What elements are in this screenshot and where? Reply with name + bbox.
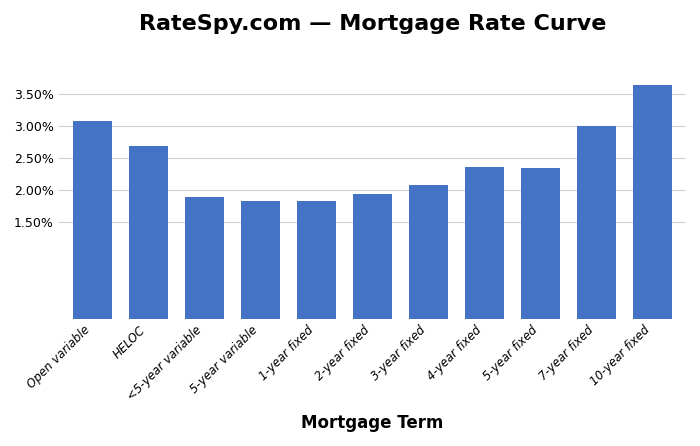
Bar (73, 121, 112, 319)
X-axis label: Mortgage Term: Mortgage Term (301, 414, 444, 432)
Bar (577, 126, 616, 319)
Bar (521, 168, 560, 319)
Bar (129, 145, 168, 319)
Bar (353, 194, 392, 319)
Title: RateSpy.com — Mortgage Rate Curve: RateSpy.com — Mortgage Rate Curve (139, 14, 606, 34)
Bar (633, 85, 672, 319)
Bar (241, 201, 280, 319)
Bar (297, 201, 336, 319)
Bar (185, 197, 224, 319)
Bar (409, 185, 448, 319)
Bar (465, 167, 504, 319)
